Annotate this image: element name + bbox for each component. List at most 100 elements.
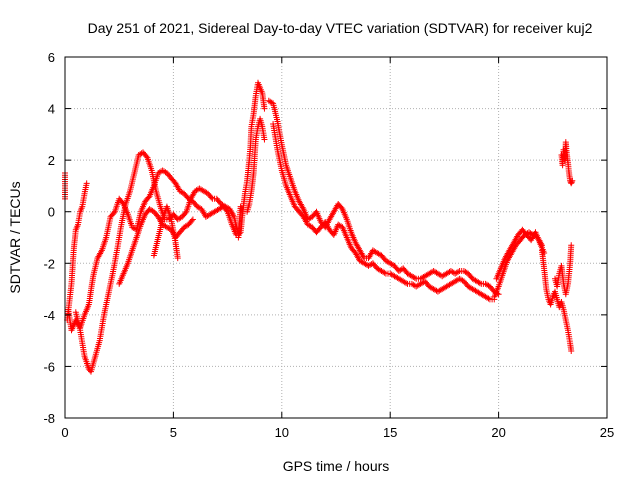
- data-point-group: [356, 257, 366, 266]
- data-point-group: [265, 97, 275, 106]
- x-tick-label: 5: [170, 425, 177, 440]
- data-point-group: [304, 214, 314, 223]
- data-point-group: [107, 210, 117, 220]
- data-point-group: [568, 179, 575, 187]
- data-point-group: [287, 175, 298, 193]
- data-point-group: [68, 249, 77, 287]
- data-point-group: [565, 262, 573, 287]
- data-point-group: [237, 203, 246, 213]
- data-point-group: [504, 251, 514, 264]
- data-point-group: [81, 303, 92, 318]
- data-point-group: [374, 265, 384, 274]
- data-point-group: [430, 286, 440, 294]
- data-point-group: [116, 195, 126, 206]
- data-point-group: [209, 195, 218, 202]
- data-point-group: [378, 252, 388, 263]
- data-point-group: [211, 207, 221, 215]
- data-point-group: [174, 214, 184, 223]
- data-point-group: [133, 223, 144, 241]
- axis-ticks: [64, 56, 608, 419]
- data-point-group: [387, 260, 397, 268]
- data-point-group: [460, 268, 470, 276]
- data-point-group: [348, 244, 358, 255]
- data-point-group: [270, 121, 281, 151]
- data-point: [569, 177, 576, 184]
- data-point-group: [98, 236, 109, 254]
- data-point-group: [105, 272, 116, 298]
- data-point-group: [116, 272, 126, 287]
- data-point-group: [127, 172, 137, 195]
- data-point-group: [374, 250, 384, 258]
- data-point-group: [144, 154, 155, 172]
- data-point-group: [81, 182, 90, 197]
- data-point: [174, 255, 181, 262]
- data-point-group: [335, 201, 345, 211]
- data-point-group: [404, 270, 414, 279]
- data-point-group: [109, 249, 120, 277]
- data-point-group: [92, 339, 103, 360]
- data-point-group: [244, 202, 252, 215]
- data-point-group: [482, 293, 492, 302]
- data-point-group: [198, 206, 209, 219]
- data-point-group: [519, 226, 529, 237]
- data-point-group: [378, 268, 388, 276]
- data-point-group: [259, 90, 268, 110]
- data-point-group: [146, 184, 157, 200]
- data-point-group: [369, 260, 380, 271]
- x-tick-label: 0: [61, 425, 68, 440]
- data-point-group: [473, 288, 483, 297]
- x-tick-label: 10: [275, 425, 289, 440]
- data-point-group: [257, 84, 265, 95]
- data-point-group: [205, 190, 215, 201]
- data-point-group: [283, 162, 293, 180]
- data-point-group: [224, 208, 235, 226]
- y-tick-label: -4: [43, 308, 55, 323]
- data-point-group: [443, 281, 453, 290]
- data-point-group: [291, 203, 302, 214]
- data-point-group: [560, 306, 569, 321]
- data-point-group: [365, 261, 375, 269]
- data-point-group: [124, 249, 135, 267]
- data-point-group: [222, 203, 232, 212]
- data-point-group: [408, 280, 418, 289]
- data-point-group: [497, 256, 508, 272]
- data-point-group: [361, 255, 370, 262]
- data-point-group: [465, 283, 475, 292]
- data-point-group: [129, 236, 139, 254]
- data-point-group: [508, 243, 519, 256]
- data-point-group: [439, 284, 449, 293]
- y-tick-label: 2: [48, 153, 55, 168]
- data-point-group: [196, 185, 206, 194]
- data-point-group: [189, 198, 200, 209]
- data-point-group: [478, 291, 488, 299]
- data-point-group: [77, 205, 85, 215]
- data-point-group: [163, 224, 173, 232]
- data-point-group: [187, 189, 198, 202]
- data-point-group: [421, 278, 432, 289]
- x-tick-label: 20: [491, 425, 505, 440]
- data-point-group: [79, 192, 88, 210]
- data-point-group: [382, 257, 392, 266]
- data-point-group: [452, 268, 462, 277]
- data-point-group: [172, 180, 182, 193]
- data-point-group: [85, 275, 96, 308]
- data-point-group: [183, 197, 194, 215]
- data-point-group: [482, 280, 492, 289]
- data-point-group: [300, 213, 310, 227]
- data-point-group: [499, 259, 510, 277]
- y-tick-label: 6: [48, 50, 55, 65]
- data-point-group: [456, 268, 465, 274]
- data-point-group: [400, 278, 410, 287]
- data-point-group: [465, 270, 475, 281]
- data-point-group: [140, 149, 150, 160]
- chart-title: Day 251 of 2021, Sidereal Day-to-day VTE…: [88, 20, 593, 36]
- data-point-group: [400, 265, 410, 276]
- x-axis-label: GPS time / hours: [283, 458, 390, 474]
- data-point-group: [247, 125, 255, 151]
- data-point: [261, 105, 268, 112]
- data-point-group: [426, 268, 436, 277]
- data-point: [83, 180, 90, 187]
- data-point-group: [103, 215, 114, 241]
- data-point-group: [72, 223, 81, 233]
- data-point-group: [274, 118, 285, 146]
